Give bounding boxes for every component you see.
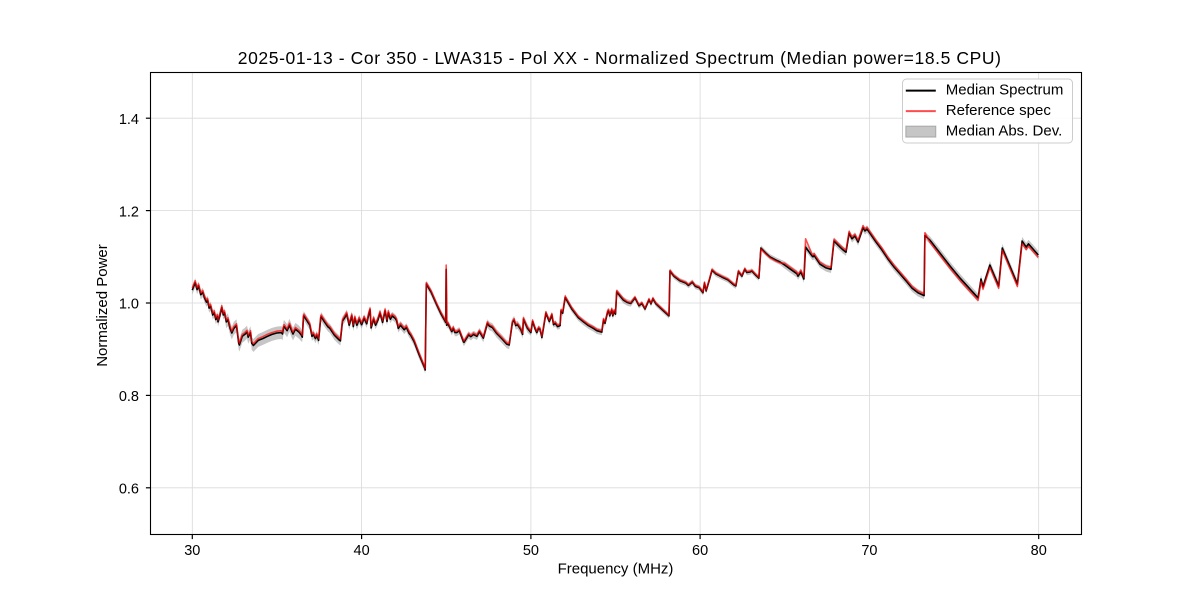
svg-text:80: 80 <box>1031 543 1047 559</box>
svg-text:2025-01-13 - Cor 350 - LWA315: 2025-01-13 - Cor 350 - LWA315 - Pol XX -… <box>238 48 1002 68</box>
svg-text:30: 30 <box>184 543 200 559</box>
svg-text:0.8: 0.8 <box>119 389 139 405</box>
svg-text:Median Spectrum: Median Spectrum <box>946 82 1064 99</box>
svg-text:0.6: 0.6 <box>119 482 139 498</box>
svg-text:1.2: 1.2 <box>119 204 139 220</box>
svg-text:Frequency (MHz): Frequency (MHz) <box>558 561 674 578</box>
svg-text:Reference spec: Reference spec <box>946 102 1052 119</box>
svg-text:1.4: 1.4 <box>119 112 139 128</box>
svg-text:60: 60 <box>692 543 708 559</box>
svg-text:1.0: 1.0 <box>119 297 139 313</box>
svg-text:Median Abs. Dev.: Median Abs. Dev. <box>946 123 1062 140</box>
svg-text:50: 50 <box>523 543 539 559</box>
svg-text:Normalized Power: Normalized Power <box>94 244 111 367</box>
svg-text:40: 40 <box>354 543 370 559</box>
svg-text:70: 70 <box>861 543 877 559</box>
